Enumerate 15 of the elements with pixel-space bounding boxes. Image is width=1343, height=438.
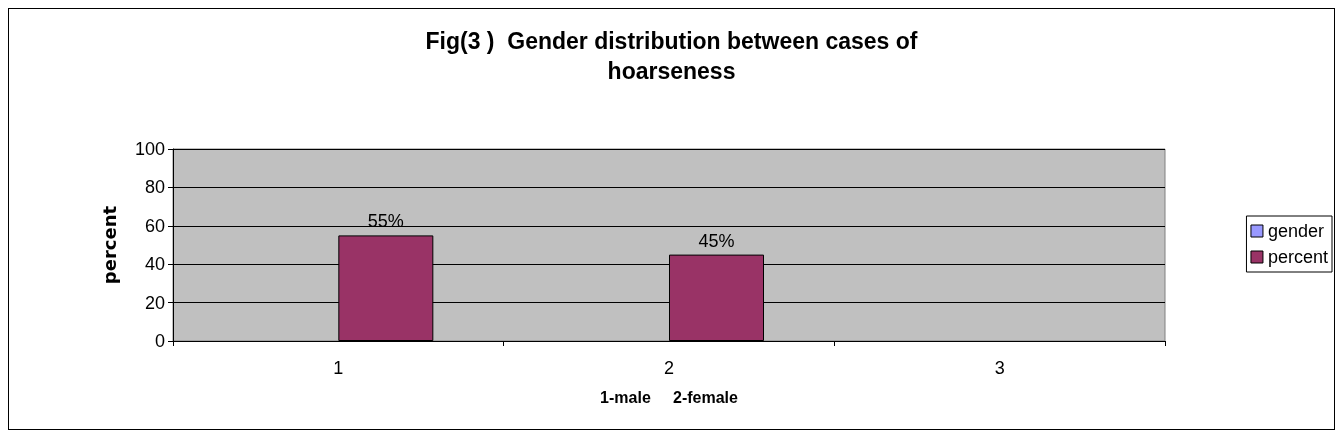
chart-title: Fig(3 ) Gender distribution between cases of hoarseness — [425, 28, 918, 84]
y-tick-label: 40 — [144, 254, 165, 275]
y-axis-title: percent — [98, 205, 120, 285]
x-tick-label: 1 — [333, 358, 344, 378]
x-axis-title: 1-male 2-female — [600, 388, 739, 406]
y-tick-label: 60 — [144, 215, 165, 236]
y-tick-label: 100 — [134, 139, 165, 159]
y-tick-label: 0 — [154, 331, 165, 351]
x-tick-label: 2 — [663, 358, 675, 378]
data-label: 45% — [698, 230, 735, 251]
x-tick-label: 3 — [994, 358, 1005, 378]
legend-label: percent — [1267, 247, 1329, 267]
y-tick-label: 80 — [144, 177, 165, 198]
legend-label: gender — [1267, 221, 1325, 241]
y-tick-label: 20 — [144, 292, 165, 313]
